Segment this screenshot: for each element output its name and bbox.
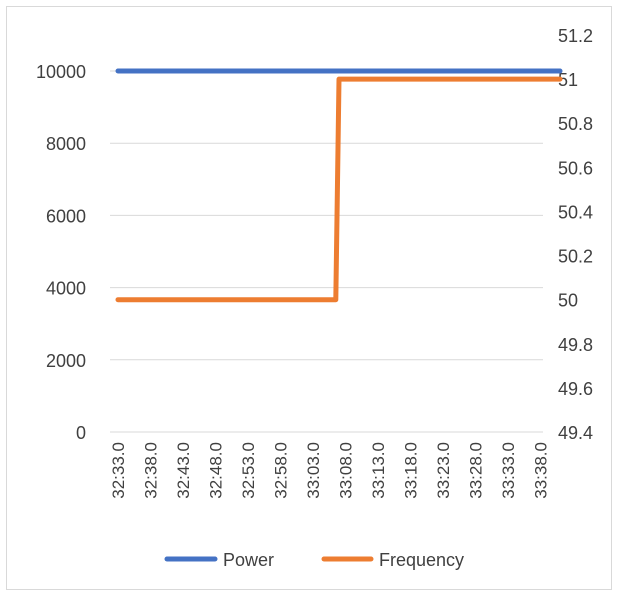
x-tick-label: 33:28.0 bbox=[467, 442, 486, 499]
x-axis: 32:33.0 32:38.0 32:43.0 32:48.0 32:53.0 32:58… bbox=[109, 442, 551, 499]
x-tick-label: 32:33.0 bbox=[109, 442, 128, 499]
x-tick-label: 33:08.0 bbox=[337, 442, 356, 499]
right-tick-label: 50.8 bbox=[558, 114, 593, 134]
right-tick-label: 51 bbox=[558, 70, 578, 90]
x-tick-label: 32:58.0 bbox=[272, 442, 291, 499]
legend-label-power: Power bbox=[223, 550, 274, 570]
legend-label-frequency: Frequency bbox=[379, 550, 464, 570]
x-tick-label: 32:43.0 bbox=[174, 442, 193, 499]
right-tick-label: 51.2 bbox=[558, 26, 593, 46]
right-tick-label: 49.4 bbox=[558, 423, 593, 443]
right-tick-label: 50.2 bbox=[558, 247, 593, 267]
right-tick-label: 50 bbox=[558, 291, 578, 311]
left-tick-label: 10000 bbox=[36, 62, 86, 82]
x-tick-label: 33:33.0 bbox=[499, 442, 518, 499]
series-lines bbox=[115, 68, 563, 303]
right-y-axis: 49.4 49.6 49.8 50 50.2 50.4 50.6 50.8 51 51.2 bbox=[558, 26, 593, 443]
series-line-frequency bbox=[115, 76, 563, 303]
x-tick-label: 33:13.0 bbox=[369, 442, 388, 499]
left-tick-label: 8000 bbox=[46, 134, 86, 154]
left-y-axis: 0 2000 4000 6000 8000 10000 bbox=[36, 62, 86, 443]
x-tick-label: 33:18.0 bbox=[402, 442, 421, 499]
left-tick-label: 0 bbox=[76, 423, 86, 443]
left-tick-label: 4000 bbox=[46, 279, 86, 299]
right-tick-label: 50.4 bbox=[558, 202, 593, 222]
x-tick-label: 33:38.0 bbox=[532, 442, 551, 499]
x-tick-label: 32:48.0 bbox=[207, 442, 226, 499]
legend: Power Frequency bbox=[164, 550, 464, 570]
x-tick-label: 33:03.0 bbox=[304, 442, 323, 499]
right-tick-label: 49.6 bbox=[558, 379, 593, 399]
x-tick-label: 33:23.0 bbox=[434, 442, 453, 499]
x-tick-label: 32:53.0 bbox=[239, 442, 258, 499]
x-tick-label: 32:38.0 bbox=[142, 442, 161, 499]
right-tick-label: 50.6 bbox=[558, 158, 593, 178]
left-tick-label: 2000 bbox=[46, 351, 86, 371]
left-tick-label: 6000 bbox=[46, 206, 86, 226]
right-tick-label: 49.8 bbox=[558, 335, 593, 355]
